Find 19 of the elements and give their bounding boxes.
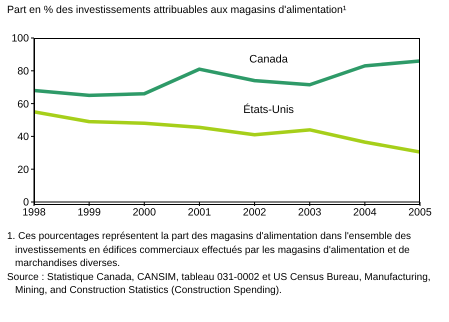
x-tick-label: 1998 — [22, 206, 46, 218]
y-tick-label: 60 — [17, 98, 30, 110]
y-tick-label: 80 — [17, 66, 30, 78]
y-tick-label: 20 — [17, 164, 30, 176]
y-tick-label: 40 — [17, 131, 30, 144]
series-label: Canada — [249, 54, 289, 66]
x-tick-label: 2000 — [132, 206, 156, 218]
x-tick-label: 2004 — [353, 206, 377, 218]
y-tick-label: 0 — [23, 196, 30, 209]
x-tick-label: 2002 — [242, 206, 266, 218]
source-note: Source : Statistique Canada, CANSIM, tableau 031-0002 et US Census Bureau, Manufacturing, Mining, and Construction Statistics (Construction Spending). — [7, 270, 432, 298]
y-tick-label: 100 — [11, 32, 30, 45]
series-label: États-Unis — [243, 102, 294, 116]
x-tick-label: 1999 — [77, 206, 101, 218]
x-tick-label: 2003 — [298, 206, 322, 218]
text: 1. Ces pourcentages représentent la part des magasins d'alimentation dans l'ensemble des investissements en édifices commerciaux effectués par les magasins d'alimentation et de marchandises diverses. — [7, 230, 412, 270]
chart-title: Part en % des investissements attribuables aux magasins d'alimentation¹ — [7, 4, 346, 16]
x-tick-label: 2005 — [408, 206, 432, 218]
x-tick-label: 2001 — [188, 206, 212, 218]
